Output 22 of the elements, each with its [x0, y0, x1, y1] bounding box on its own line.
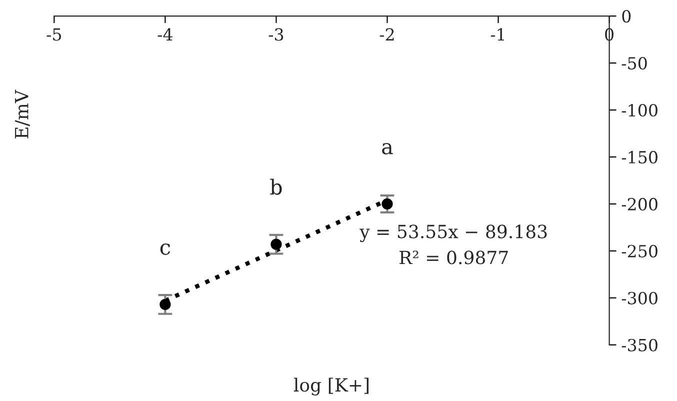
annotation: b — [270, 178, 282, 195]
y-axis-title: E/mV — [15, 90, 30, 138]
x-axis-title: log [K+] — [294, 378, 368, 396]
annotation: c — [160, 244, 170, 255]
y-tick-label: -300 — [622, 292, 658, 304]
point — [160, 298, 171, 310]
annotation: y = 53.55x − 89.183 R² = 0.9877 — [360, 224, 547, 264]
x-tick-label: -4 — [158, 28, 172, 41]
x-tick-label: -3 — [268, 28, 284, 41]
y-tick-label: -50 — [622, 56, 647, 70]
annotation: a — [382, 143, 393, 154]
y-tick-label: -200 — [622, 198, 658, 211]
point — [270, 238, 282, 250]
y-tick-label: -150 — [622, 150, 658, 164]
x-tick-label: -1 — [490, 28, 504, 41]
y-tick-label: -100 — [622, 104, 658, 117]
y-tick-label: 0 — [622, 10, 631, 23]
x-tick-label: -5 — [46, 28, 61, 41]
y-tick-label: -350 — [622, 338, 658, 352]
point — [382, 198, 393, 210]
y-tick-label: -250 — [622, 244, 658, 258]
x-tick-label: -2 — [380, 28, 394, 41]
